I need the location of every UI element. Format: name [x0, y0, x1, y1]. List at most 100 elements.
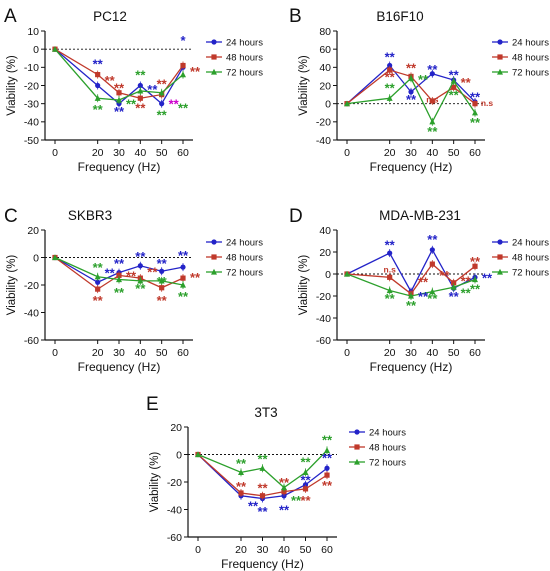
panel-e-significance-label: **: [300, 493, 311, 508]
panel-a-data-point: [116, 96, 122, 103]
panel-c-significance-label: **: [114, 256, 125, 271]
panel-e-legend-marker: [354, 429, 360, 435]
panel-c-x-label: Frequency (Hz): [78, 360, 161, 374]
panel-c-legend-marker: [211, 239, 217, 245]
panel-e-series-line: [197, 454, 328, 500]
panel-e-data-point: [324, 472, 330, 478]
panel-a-significance-label: **: [135, 100, 146, 115]
panel-b-data-point: [387, 62, 393, 69]
panel-a-y-tick-label: -10: [24, 62, 39, 74]
panel-e-x-label: Frequency (Hz): [221, 557, 304, 571]
panel-e-significance-label: **: [322, 450, 333, 465]
panel-a-y-tick-label: -20: [24, 80, 39, 92]
panel-c-x-tick-label: 60: [177, 347, 189, 359]
panel-c-letter: C: [4, 206, 18, 227]
panel-e-significance-label: **: [248, 498, 259, 513]
panel-e-data-point: [195, 451, 201, 458]
panel-d-x-tick-label: 60: [469, 347, 481, 359]
panel-b-y-tick-label: 60: [319, 44, 331, 56]
panel-b-legend-label: 24 hours: [512, 38, 549, 49]
panel-e-legend-label: 72 hours: [369, 458, 406, 469]
panel-b-data-point: [472, 109, 478, 116]
panel-a-series-2: [52, 45, 186, 105]
panel-a-data-point: [158, 89, 165, 96]
panel-d-y-tick-label: 40: [319, 225, 331, 237]
panel-b-significance-label: **: [406, 60, 417, 75]
panel-d-y-tick-label: -40: [316, 313, 331, 325]
panel-d-data-point: [429, 261, 435, 267]
panel-c: C SKBR3 20 0 -20 -40 -60 0 20 30 40 50 60 Frequency (…: [4, 206, 263, 374]
panel-e-series-2: [195, 446, 330, 492]
panel-e-y-tick-label: 0: [176, 449, 182, 461]
panel-a-series-line: [54, 48, 184, 101]
panel-a-significance-label: **: [114, 104, 125, 119]
panel-d-series-line: [346, 273, 476, 297]
panel-a-y-tick-label: -50: [24, 135, 39, 147]
panel-e-significance-label: **: [322, 432, 333, 447]
panel-e-legend-marker: [354, 444, 360, 450]
panel-a-x-tick-label: 20: [92, 147, 104, 159]
panel-c-legend-label: 24 hours: [226, 238, 263, 249]
panel-b-data-point: [408, 75, 414, 81]
panel-d-data-point: [386, 287, 393, 294]
panel-e-letter: E: [146, 394, 159, 415]
panel-a-legend-label: 48 hours: [226, 53, 263, 64]
panel-a-data-point: [116, 90, 122, 96]
panel-e-data-point: [259, 493, 266, 499]
panel-d-x-tick-label: 30: [405, 347, 417, 359]
panel-e-y-tick-label: -60: [167, 532, 182, 544]
panel-d-x-tick-label: 20: [384, 347, 396, 359]
panel-a-data-point: [95, 72, 101, 78]
panel-d-y-tick-label: -20: [316, 291, 331, 303]
panel-e-series-line: [197, 454, 328, 497]
panel-c-significance-label: **: [178, 289, 189, 304]
panel-a-significance-label: **: [178, 100, 189, 115]
panel-a-x-tick-label: 30: [113, 147, 125, 159]
panel-a-data-point: [95, 82, 101, 89]
panel-b-legend-marker: [497, 54, 503, 60]
panel-d-legend-label: 72 hours: [512, 268, 549, 279]
panel-b-x-tick-label: 20: [384, 147, 396, 159]
panel-c-data-point: [94, 273, 101, 280]
panel-c-data-point: [159, 285, 165, 291]
panel-a-significance-label: **: [147, 82, 158, 97]
panel-b-y-tick-label: -40: [316, 135, 331, 147]
panel-a-y-label: Viability (%): [6, 55, 18, 116]
panel-d-significance-label: **: [418, 275, 429, 290]
panel-c-title: SKBR3: [68, 208, 112, 223]
panel-b-x-label: Frequency (Hz): [370, 160, 453, 174]
panel-b-data-point: [387, 67, 393, 73]
panel-d-data-point: [451, 280, 457, 286]
panel-e-y-tick-label: -20: [167, 477, 182, 489]
panel-b-data-point: [429, 98, 435, 104]
panel-b-significance-label: n.s: [426, 94, 439, 104]
panel-b-significance-label: **: [449, 88, 460, 103]
panel-e-data-point: [324, 465, 330, 471]
panel-c-significance-label: **: [135, 249, 146, 264]
panel-d-significance-label: **: [470, 281, 481, 296]
panel-a-data-point: [52, 45, 58, 52]
panel-e-significance-label: **: [236, 456, 247, 471]
panel-e-data-point: [238, 469, 244, 475]
panel-e-data-point: [281, 493, 287, 499]
panel-c-x-tick-label: 40: [134, 347, 146, 359]
panel-d-y-tick-label: -60: [316, 335, 331, 347]
panel-a-significance-label: **: [190, 64, 201, 79]
panel-b-significance-label: **: [406, 92, 417, 107]
panel-d-y-label: Viability (%): [298, 255, 310, 316]
panel-c-significance-label: **: [157, 274, 168, 289]
panel-a-x-tick-label: 40: [134, 147, 146, 159]
panel-d-significance-label: **: [461, 274, 472, 289]
panel-b-y-tick-label: 0: [325, 98, 331, 110]
panel-b-x-tick-label: 60: [469, 147, 481, 159]
panel-a-data-point: [94, 95, 101, 101]
panel-a-series-line: [54, 48, 184, 105]
panel-d-data-point: [387, 274, 393, 280]
panel-e-significance-label: **: [257, 452, 268, 467]
panel-b-x-tick-label: 30: [405, 147, 417, 159]
panel-e-legend-marker: [354, 458, 360, 465]
panel-a: A PC12 10 0 -10 -20 -30 -40 -50 0 20 30 40 50 60 Freque…: [4, 6, 263, 174]
panel-e-title: 3T3: [254, 405, 277, 420]
panel-b-y-tick-label: -20: [316, 117, 331, 129]
